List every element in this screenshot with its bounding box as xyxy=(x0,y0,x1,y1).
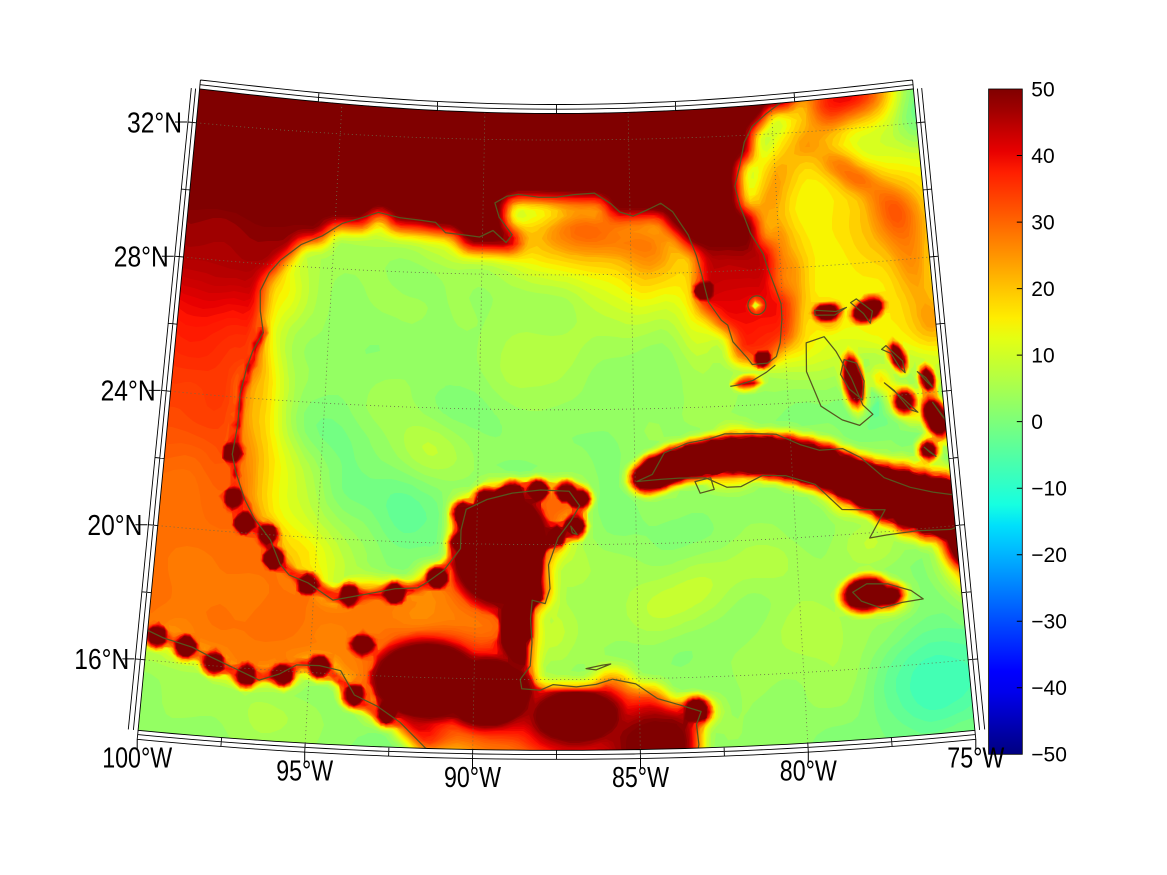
svg-text:28°N: 28°N xyxy=(114,242,169,274)
svg-text:0: 0 xyxy=(1031,411,1043,434)
svg-text:−50: −50 xyxy=(1031,744,1067,767)
svg-text:32°N: 32°N xyxy=(127,107,182,139)
svg-text:−20: −20 xyxy=(1031,544,1067,567)
svg-text:−30: −30 xyxy=(1031,611,1067,634)
svg-text:85°W: 85°W xyxy=(612,762,669,794)
svg-text:50: 50 xyxy=(1031,78,1054,101)
svg-text:75°W: 75°W xyxy=(947,743,1004,775)
svg-text:10: 10 xyxy=(1031,345,1054,368)
svg-text:95°W: 95°W xyxy=(276,756,333,788)
svg-text:80°W: 80°W xyxy=(780,756,837,788)
svg-text:−10: −10 xyxy=(1031,478,1067,501)
svg-text:20°N: 20°N xyxy=(87,510,142,542)
svg-text:16°N: 16°N xyxy=(74,644,129,676)
svg-text:24°N: 24°N xyxy=(101,376,156,408)
svg-text:30: 30 xyxy=(1031,211,1054,234)
svg-text:40: 40 xyxy=(1031,145,1054,168)
svg-text:20: 20 xyxy=(1031,278,1054,301)
svg-text:−40: −40 xyxy=(1031,677,1067,700)
svg-text:100°W: 100°W xyxy=(102,743,172,775)
svg-text:90°W: 90°W xyxy=(444,762,501,794)
